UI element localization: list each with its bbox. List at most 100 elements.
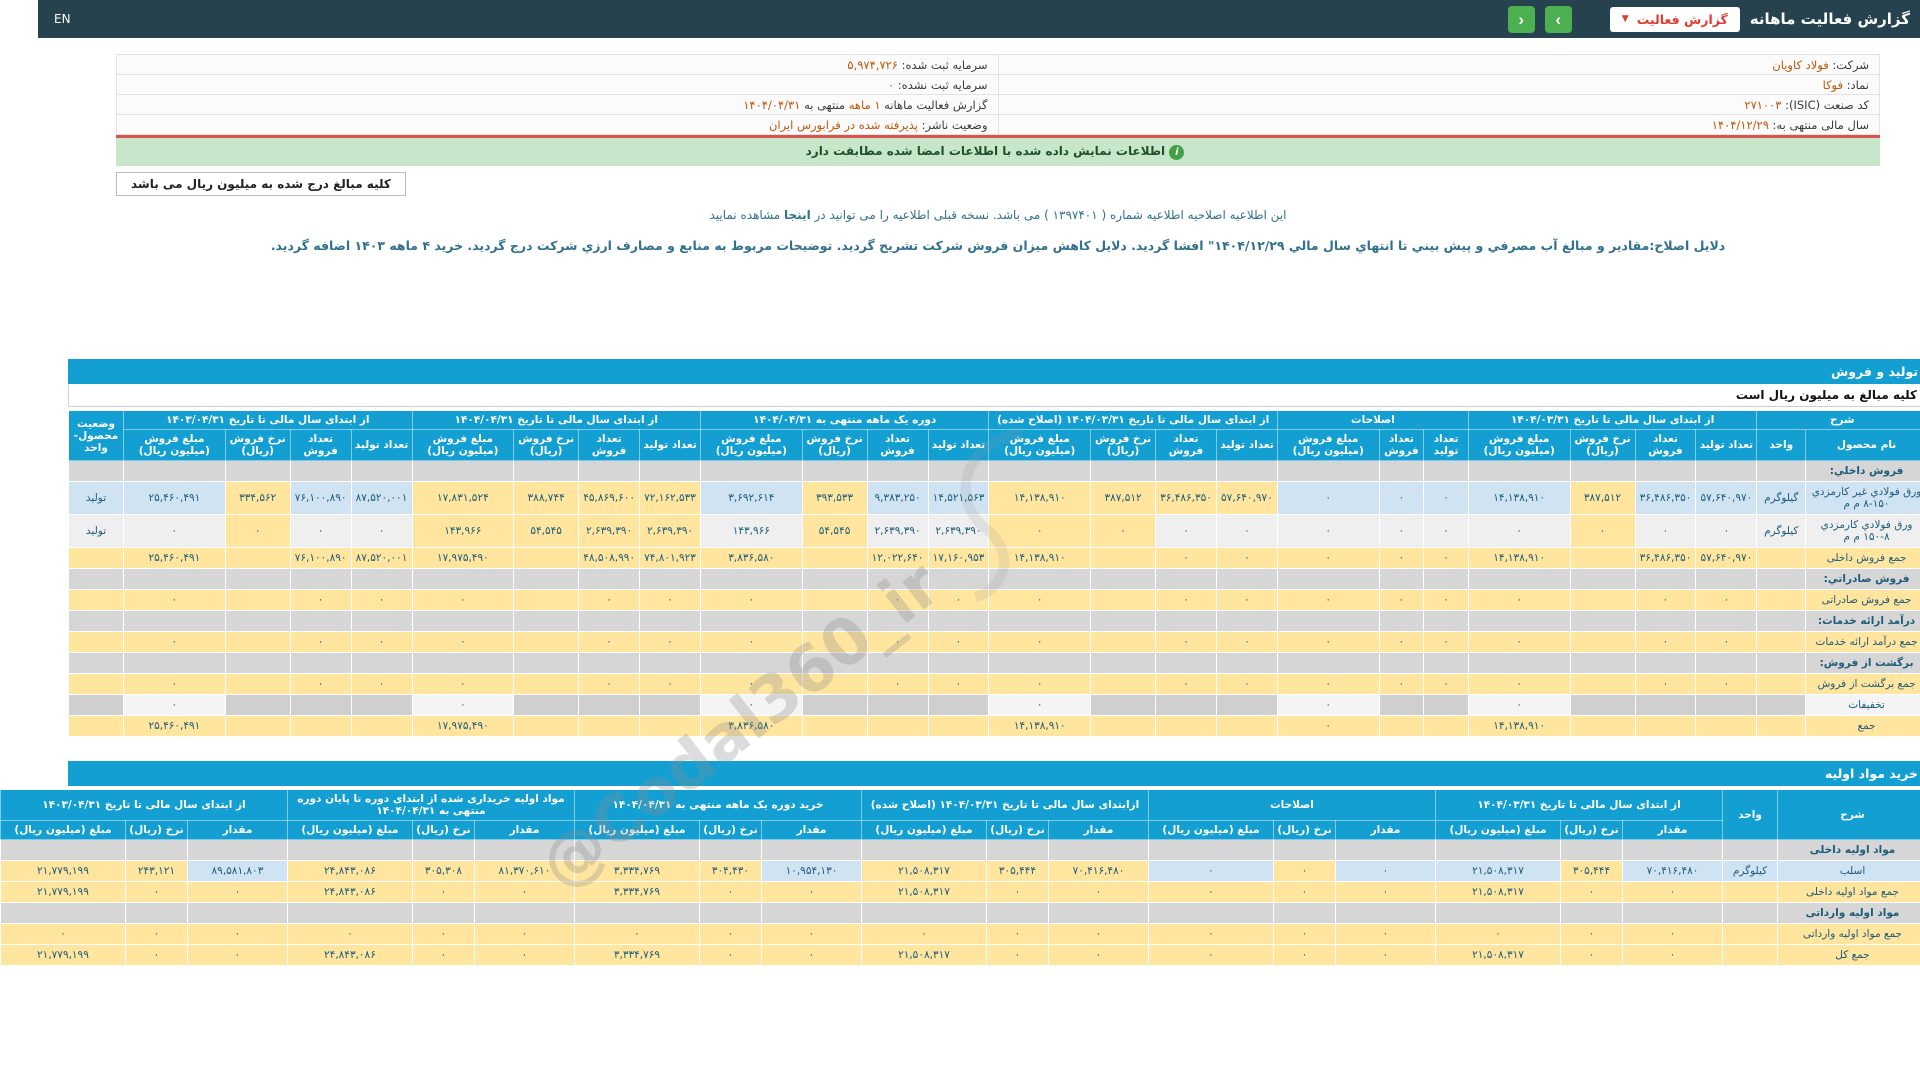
data-cell: ۰ <box>149 882 249 903</box>
raw-material-table-host: شرحواحداز ابتدای سال مالی تا تاریخ ۱۴۰۴/… <box>30 789 1890 966</box>
empty-cell <box>541 461 602 482</box>
next-report-button[interactable]: › <box>1507 6 1534 33</box>
data-cell: ۰ <box>823 924 948 945</box>
data-cell: ۳,۶۹۲,۶۱۴ <box>663 482 765 515</box>
data-cell: ۰ <box>1658 674 1719 695</box>
data-cell: ۵۴,۵۴۵ <box>764 515 829 548</box>
data-cell: ۰ <box>0 924 87 945</box>
data-cell <box>187 674 252 695</box>
column-header: تعداد تولید <box>1178 430 1239 461</box>
data-cell: ۳۰۵,۴۴۴ <box>1523 861 1585 882</box>
column-header: نرخ فروش (ریال) <box>187 430 252 461</box>
row-label: جمع <box>1768 716 1890 737</box>
data-cell: ۰ <box>661 882 723 903</box>
info-label: سرمایه ثبت نشده: <box>856 78 949 92</box>
production-sales-table-host: شرحاز ابتدای سال مالی تا تاریخ ۱۴۰۴/۰۳/۳… <box>30 410 1890 737</box>
signature-match-banner: i اطلاعات نمایش داده شده با اطلاعات امضا… <box>78 138 1842 166</box>
empty-cell <box>951 569 1053 590</box>
column-header: مبلغ فروش (میلیون ریال) <box>1239 430 1341 461</box>
empty-cell <box>661 903 723 924</box>
empty-cell <box>252 611 313 632</box>
empty-cell <box>541 653 602 674</box>
column-header: مبلغ (میلیون ریال) <box>823 821 948 840</box>
empty-cell <box>1010 903 1110 924</box>
data-cell: گیلوگرم <box>1719 482 1768 515</box>
empty-cell <box>602 461 663 482</box>
empty-cell <box>31 569 86 590</box>
data-cell: ۰ <box>1597 674 1658 695</box>
data-cell <box>764 674 829 695</box>
empty-cell <box>663 461 765 482</box>
empty-cell <box>1239 611 1341 632</box>
info-label: سرمایه ثبت شده: <box>860 58 950 72</box>
data-cell: ۷۰,۴۱۶,۴۸۰ <box>1010 861 1110 882</box>
data-cell: ۳,۳۳۴,۷۶۹ <box>536 861 661 882</box>
data-cell: ۰ <box>541 632 602 653</box>
data-cell: ۰ <box>374 632 476 653</box>
data-cell: ۰ <box>1239 548 1341 569</box>
data-cell <box>1685 882 1740 903</box>
data-cell: ۰ <box>1118 515 1179 548</box>
empty-cell <box>1053 653 1118 674</box>
data-cell: ۰ <box>1239 695 1341 716</box>
data-cell: ۰ <box>436 882 536 903</box>
empty-cell <box>1597 461 1658 482</box>
data-cell: ۱۴,۱۳۸,۹۱۰ <box>951 716 1053 737</box>
empty-cell <box>31 611 86 632</box>
section-header-row: درآمد ارائه خدمات: <box>31 611 1890 632</box>
raw-material-section: خرید مواد اولیه شرحواحداز ابتدای سال مال… <box>30 761 1890 966</box>
data-cell: ۰ <box>663 695 765 716</box>
empty-cell <box>313 653 374 674</box>
previous-notice-link[interactable]: اینجا <box>746 208 773 222</box>
empty-cell <box>829 569 890 590</box>
language-toggle-en[interactable]: EN <box>16 12 33 26</box>
data-cell: ۰ <box>436 924 536 945</box>
data-cell: ۰ <box>1118 632 1179 653</box>
production-sales-section: @Codal360_ir تولید و فروش کلیه مبالغ به … <box>30 359 1890 737</box>
data-cell: ۰ <box>1398 924 1523 945</box>
data-cell: ۲۴,۸۴۳,۰۸۶ <box>249 945 374 966</box>
data-cell <box>476 695 541 716</box>
data-cell: ۲۵,۴۶۰,۴۹۱ <box>86 548 188 569</box>
column-header: نرخ (ریال) <box>87 821 149 840</box>
data-cell: ۳۶,۴۸۶,۳۵۰ <box>1597 548 1658 569</box>
company-info-cell: نماد: فوکا <box>960 75 1842 95</box>
empty-cell <box>661 840 723 861</box>
empty-cell <box>829 653 890 674</box>
data-cell: ۵۷,۶۴۰,۹۷۰ <box>1658 548 1719 569</box>
empty-cell <box>1398 840 1523 861</box>
data-cell: ۱۷,۹۷۵,۴۹۰ <box>374 548 476 569</box>
company-info-cell: گزارش فعالیت ماهانه ۱ ماهه منتهی به ۱۴۰۴… <box>79 95 961 115</box>
data-cell: ۸۷,۵۲۰,۰۰۱ <box>313 482 374 515</box>
data-cell <box>476 716 541 737</box>
empty-cell <box>476 569 541 590</box>
data-cell: ۰ <box>948 924 1010 945</box>
data-cell <box>252 695 313 716</box>
table-row: جمع برگشت از فروش۰۰۰۰۰۰۰۰۰۰۰۰۰۰۰۰۰۰ <box>31 674 1890 695</box>
data-cell: ۰ <box>1430 695 1532 716</box>
data-cell <box>1386 716 1431 737</box>
empty-cell <box>1597 653 1658 674</box>
data-cell: ۰ <box>252 590 313 611</box>
data-cell <box>187 548 252 569</box>
data-cell: کیلوگرم <box>1685 861 1740 882</box>
empty-cell <box>1430 461 1532 482</box>
data-cell: ۰ <box>890 590 951 611</box>
data-cell: ۰ <box>1239 482 1341 515</box>
info-value: ۲۷۱۰۰۳ <box>1706 98 1743 112</box>
raw-material-purchases-table: شرحواحداز ابتدای سال مالی تا تاریخ ۱۴۰۴/… <box>0 789 1890 966</box>
column-header: نام محصول <box>1768 430 1890 461</box>
empty-cell <box>764 461 829 482</box>
data-cell: ۰ <box>87 924 149 945</box>
empty-cell <box>663 611 765 632</box>
signature-match-text: اطلاعات نمایش داده شده با اطلاعات امضا ش… <box>768 144 1128 158</box>
data-cell: ۰ <box>149 924 249 945</box>
report-type-button[interactable]: گزارش فعالیت ▼ <box>1572 7 1702 32</box>
data-cell: ۲۴,۸۴۳,۰۸۶ <box>249 861 374 882</box>
empty-cell <box>1118 461 1179 482</box>
column-header: نرخ (ریال) <box>1236 821 1298 840</box>
data-cell: ۰ <box>374 945 436 966</box>
previous-report-button[interactable]: ‹ <box>1470 6 1497 33</box>
data-cell: ۰ <box>948 945 1010 966</box>
data-cell <box>1658 716 1719 737</box>
